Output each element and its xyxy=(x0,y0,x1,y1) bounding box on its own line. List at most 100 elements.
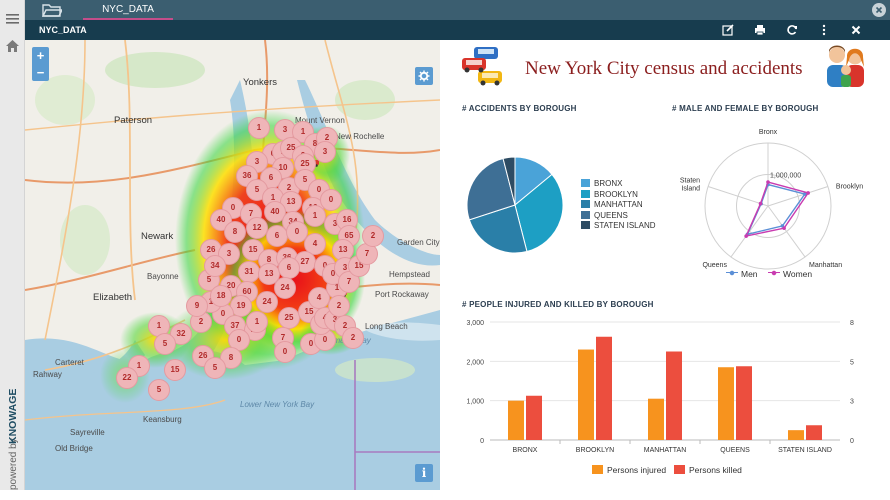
bar-persons-killed[interactable] xyxy=(526,395,542,440)
pie-legend-item[interactable]: BRONX xyxy=(581,179,622,189)
pie-slice-queens[interactable] xyxy=(466,157,516,221)
map-cluster-marker[interactable]: 12 xyxy=(246,217,268,239)
injured-killed-bar-chart: 0 1,000 2,000 3,000 0 3 5 8 BRONX BROOKLYN MANHATT… xyxy=(466,320,854,454)
legend-label: STATEN ISLAND xyxy=(594,221,656,230)
map-cluster-marker[interactable]: 22 xyxy=(116,367,138,389)
map-cluster-marker[interactable]: 9 xyxy=(186,295,208,317)
close-all-icon[interactable] xyxy=(872,3,886,17)
bar-persons-killed[interactable] xyxy=(736,366,752,440)
pie-legend-item[interactable]: MANHATTAN xyxy=(581,200,643,210)
zoom-in-button[interactable]: + xyxy=(36,48,45,63)
bar-persons-injured[interactable] xyxy=(578,349,594,440)
map-cluster-marker[interactable]: 2 xyxy=(342,327,364,349)
radar-point[interactable] xyxy=(766,180,770,184)
close-icon[interactable] xyxy=(848,22,864,38)
place-label: Old Bridge xyxy=(55,444,93,453)
bar-legend-item[interactable]: Persons injured xyxy=(592,465,666,475)
place-label: Yonkers xyxy=(243,77,277,88)
bar-right-tick: 3 xyxy=(850,399,854,406)
home-icon[interactable] xyxy=(5,38,20,53)
map-cluster-marker[interactable]: 3 xyxy=(314,141,336,163)
folder-icon[interactable] xyxy=(41,2,64,18)
bar-persons-injured[interactable] xyxy=(788,430,804,440)
map-cluster-marker[interactable]: 1 xyxy=(304,205,326,227)
map-cluster-marker[interactable]: 25 xyxy=(278,307,300,329)
map-cluster-marker[interactable]: 24 xyxy=(256,291,278,313)
info-button[interactable]: i xyxy=(415,464,433,482)
map-cluster-marker[interactable]: 2 xyxy=(362,225,384,247)
pie-legend-item[interactable]: QUEENS xyxy=(581,210,628,221)
edit-icon[interactable] xyxy=(720,22,736,38)
map-cluster-marker[interactable]: 24 xyxy=(274,277,296,299)
map-cluster-marker[interactable]: 5 xyxy=(204,357,226,379)
legend-swatch xyxy=(726,269,738,277)
pie-slice-manhattan[interactable] xyxy=(468,204,528,254)
zoom-control: + − xyxy=(32,47,49,81)
map-cluster-marker[interactable]: 5 xyxy=(154,333,176,355)
legend-swatch xyxy=(581,200,590,208)
bar-right-tick: 5 xyxy=(850,359,854,366)
map-cluster-marker[interactable]: 6 xyxy=(266,225,288,247)
zoom-out-button[interactable]: − xyxy=(36,65,45,80)
map-panel[interactable]: Yonkers Paterson Newark Elizabeth Bayonn… xyxy=(25,40,440,490)
bar-left-tick: 2,000 xyxy=(466,359,484,366)
gear-icon[interactable] xyxy=(415,67,433,85)
map-cluster-marker[interactable]: 18 xyxy=(210,285,232,307)
bar-persons-injured[interactable] xyxy=(718,367,734,440)
legend-label: Persons killed xyxy=(689,465,742,475)
place-label: Rahway xyxy=(33,370,62,379)
map-cluster-marker[interactable]: 1 xyxy=(248,117,270,139)
map-cluster-marker[interactable]: 4 xyxy=(304,233,326,255)
map-cluster-marker[interactable]: 8 xyxy=(224,221,246,243)
bar-persons-injured[interactable] xyxy=(648,398,664,440)
bar-persons-injured[interactable] xyxy=(508,400,524,440)
place-label: Keansburg xyxy=(143,415,182,424)
radar-tick-label: 1,000,000 xyxy=(770,173,801,180)
map-cluster-marker[interactable]: 31 xyxy=(238,261,260,283)
radar-point[interactable] xyxy=(744,234,748,238)
radar-point[interactable] xyxy=(758,201,763,206)
bar-persons-killed[interactable] xyxy=(806,425,822,440)
menu-icon[interactable] xyxy=(5,11,20,26)
tab-bar: NYC_DATA xyxy=(25,0,890,20)
bar-category-label: STATEN ISLAND xyxy=(778,447,832,454)
radar-point[interactable] xyxy=(803,192,807,196)
map-cluster-marker[interactable]: 40 xyxy=(264,201,286,223)
more-vertical-icon[interactable] xyxy=(816,22,832,38)
print-icon[interactable] xyxy=(752,22,768,38)
legend-label: Women xyxy=(783,269,813,279)
place-label: Elizabeth xyxy=(93,292,133,303)
legend-label: QUEENS xyxy=(594,210,628,220)
pie-legend-item[interactable]: BROOKLYN xyxy=(581,189,638,200)
map-cluster-marker[interactable]: 5 xyxy=(148,379,170,401)
legend-swatch xyxy=(581,210,590,219)
map-cluster-marker[interactable]: 0 xyxy=(274,341,296,363)
map-cluster-marker[interactable]: 1 xyxy=(246,311,268,333)
legend-swatch xyxy=(592,465,603,474)
map-cluster-marker[interactable]: 0 xyxy=(286,221,308,243)
map-cluster-marker[interactable]: 34 xyxy=(204,255,226,277)
bar-persons-killed[interactable] xyxy=(666,351,682,441)
map-cluster-marker[interactable]: 2 xyxy=(328,295,350,317)
legend-label: MANHATTAN xyxy=(594,200,643,209)
powered-by-text: powered by xyxy=(8,438,19,490)
radar-legend-item[interactable]: Women xyxy=(768,269,812,279)
section-accidents-title: # ACCIDENTS BY BOROUGH xyxy=(462,104,577,113)
radar-point[interactable] xyxy=(782,226,786,230)
radar-point[interactable] xyxy=(806,191,810,195)
refresh-icon[interactable] xyxy=(784,22,800,38)
document-header: NYC_DATA xyxy=(25,20,890,40)
legend-swatch xyxy=(674,465,685,474)
legend-swatch xyxy=(581,189,590,198)
pie-slice-brooklyn[interactable] xyxy=(514,173,564,253)
radar-legend-item[interactable]: Men xyxy=(726,269,758,279)
tab-nyc-data[interactable]: NYC_DATA xyxy=(83,0,173,20)
pie-legend-item[interactable]: STATEN ISLAND xyxy=(581,221,656,231)
bar-persons-killed[interactable] xyxy=(596,336,612,440)
map-cluster-marker[interactable]: 0 xyxy=(320,189,342,211)
pie-slice-staten-island[interactable] xyxy=(502,156,516,206)
map-cluster-marker[interactable]: 6 xyxy=(278,257,300,279)
bar-legend-item[interactable]: Persons killed xyxy=(674,465,742,475)
map-cluster-marker[interactable]: 15 xyxy=(164,359,186,381)
